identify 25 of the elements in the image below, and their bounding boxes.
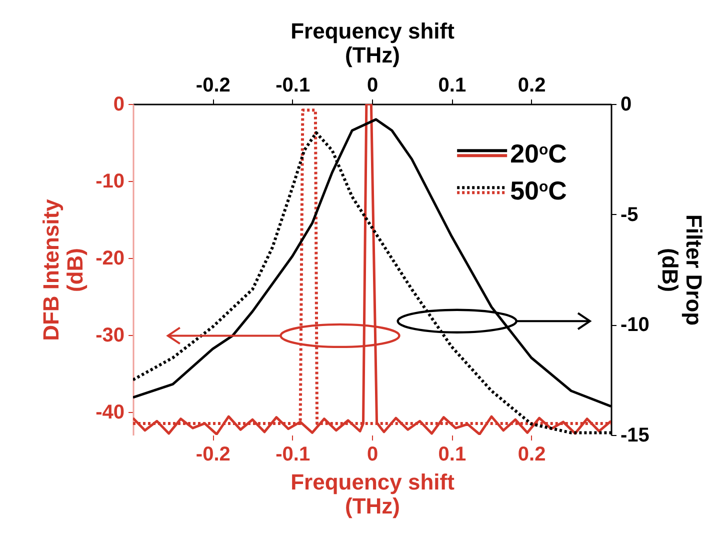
x-tick-label: -0.2 [196, 444, 230, 466]
legend-label: 20$^{o}$C [510, 138, 568, 169]
y-tick-label: -20 [96, 247, 124, 270]
x-tick-label: -0.1 [276, 444, 310, 466]
y-tick-label: -30 [96, 324, 124, 346]
x-axis-title: Frequency shift (THz) [290, 470, 456, 518]
y-tick-label: -10 [96, 170, 124, 192]
y-tick-label: -40 [96, 401, 124, 424]
y2-tick-label: -5 [620, 204, 638, 226]
x-tick-label: 0.1 [438, 444, 466, 466]
x-tick-label: 0.2 [518, 444, 546, 466]
y-axis-title: DFB Intensity (dB) [38, 198, 88, 341]
x2-axis-title: Frequency shift (THz) [290, 18, 456, 68]
x2-tick-label: -0.1 [276, 74, 310, 96]
x2-tick-label: 0.2 [518, 74, 546, 96]
x2-tick-label: 0.1 [438, 74, 466, 96]
x-tick-label: 0 [366, 444, 378, 466]
legend-label: 50$^{o}$C [510, 176, 568, 206]
y-tick-label: 0 [113, 94, 124, 116]
y2-axis-title: Filter Drop (dB) [657, 214, 706, 326]
x2-tick-label: 0 [366, 74, 378, 96]
y2-tick-label: -15 [620, 424, 650, 446]
y2-tick-label: 0 [620, 94, 632, 116]
x2-tick-label: -0.2 [196, 74, 230, 96]
y2-tick-label: -10 [620, 314, 650, 336]
